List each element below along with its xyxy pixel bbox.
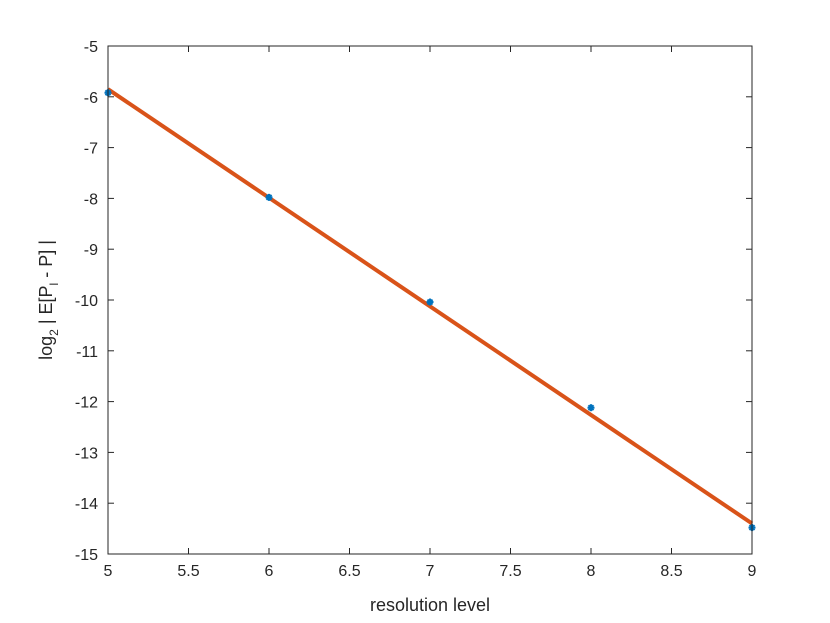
y-tick-label: -13: [75, 445, 98, 462]
y-tick-label: -14: [75, 496, 98, 513]
y-axis-label-end: - P] |: [36, 240, 56, 283]
fit-line: [106, 87, 754, 526]
x-tick-label: 9: [748, 563, 757, 580]
data-point-stroke: [426, 298, 434, 306]
y-axis-label: log2 | E[Pl - P] |: [36, 240, 61, 360]
y-tick-label: -8: [84, 191, 98, 208]
y-tick-label: -6: [84, 90, 98, 107]
x-tick-label: 6.5: [338, 563, 360, 580]
y-axis-label-mid: | E[P: [36, 285, 56, 329]
data-point: [426, 298, 434, 306]
y-tick-label: -10: [75, 293, 98, 310]
data-point: [265, 193, 273, 201]
x-tick-label: 7: [426, 563, 435, 580]
data-point: [587, 404, 595, 412]
y-axis-label-base: log: [36, 336, 56, 360]
y-axis-label-subscript: 2: [47, 329, 61, 336]
y-tick-label: -15: [75, 547, 98, 564]
axes: 5 5.5 6 6.5 7 7.5 8 8.5 9 -5 -6 -7 -8 -9 -10 -11 -12 -13 -…: [75, 39, 757, 580]
y-tick-label: -12: [75, 395, 98, 412]
x-axis-label: resolution level: [370, 595, 490, 615]
x-tick-label: 7.5: [499, 563, 521, 580]
data-point-stroke: [587, 404, 595, 411]
x-tick-label: 8.5: [660, 563, 682, 580]
y-axis-label-index: l: [47, 283, 61, 286]
y-tick-label: -11: [76, 344, 98, 361]
data-point-stroke: [265, 194, 273, 201]
x-tick-label: 6: [265, 563, 274, 580]
x-tick-label: 5: [104, 563, 113, 580]
y-tick-label: -9: [84, 242, 98, 259]
x-tick-label: 5.5: [177, 563, 199, 580]
x-tick-label: 8: [587, 563, 596, 580]
y-tick-label: -5: [84, 39, 98, 56]
y-tick-label: -7: [84, 141, 98, 158]
